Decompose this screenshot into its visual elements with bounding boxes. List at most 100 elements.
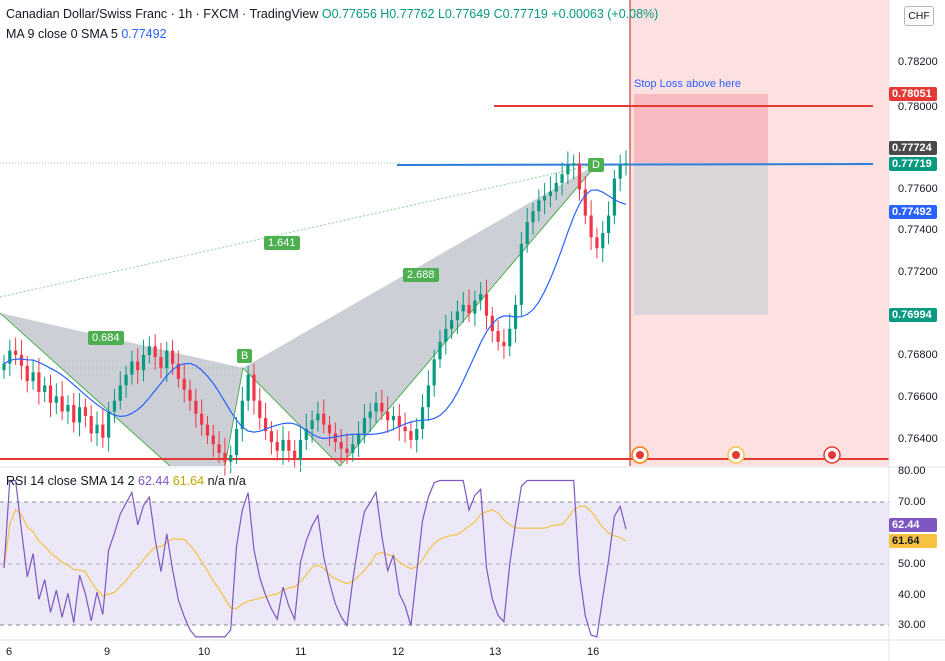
candle-body bbox=[397, 415, 401, 427]
rsi-tick: 80.00 bbox=[898, 465, 926, 477]
candle-body bbox=[170, 350, 175, 364]
time-tick: 13 bbox=[489, 646, 502, 658]
candle-body bbox=[101, 424, 105, 438]
rsi-value: 62.44 bbox=[138, 474, 170, 488]
candle-body bbox=[601, 233, 605, 249]
candle-body bbox=[624, 163, 628, 166]
ma-legend[interactable]: MA 9 close 0 SMA 5 0.77492 bbox=[6, 27, 167, 41]
candle-body bbox=[293, 450, 297, 460]
candle-body bbox=[403, 426, 407, 432]
price-tick: 0.76600 bbox=[898, 391, 938, 403]
price-tick: 0.77200 bbox=[898, 266, 938, 278]
take-profit-zone[interactable] bbox=[634, 163, 768, 315]
candle-body bbox=[263, 418, 268, 432]
candle-body bbox=[153, 346, 157, 358]
candle-body bbox=[77, 407, 82, 423]
candle-body bbox=[31, 372, 35, 382]
candle-body bbox=[8, 350, 12, 364]
target-price-label: 0.76994 bbox=[889, 308, 937, 322]
rsi-tick: 30.00 bbox=[898, 619, 926, 631]
stop-price-label: 0.78051 bbox=[889, 87, 937, 101]
candle-body bbox=[188, 389, 192, 401]
candle-body bbox=[351, 444, 355, 453]
time-tick: 11 bbox=[295, 646, 307, 658]
candle-body bbox=[240, 400, 244, 429]
candle-body bbox=[258, 400, 262, 419]
ohlc-close: C0.77719 bbox=[493, 7, 548, 21]
price-tick: 0.76400 bbox=[898, 433, 938, 445]
candle-body bbox=[200, 413, 204, 425]
price-tick: 0.78200 bbox=[898, 56, 938, 68]
candle-body bbox=[304, 428, 308, 440]
candle-body bbox=[380, 402, 384, 412]
time-tick: 6 bbox=[6, 646, 13, 658]
candle-body bbox=[484, 293, 489, 316]
candle-body bbox=[281, 439, 285, 451]
candle-body bbox=[612, 178, 616, 216]
ohlc-low: L0.77649 bbox=[437, 7, 491, 21]
candle-body bbox=[176, 363, 180, 379]
candle-body bbox=[566, 165, 570, 175]
candle-body bbox=[467, 304, 471, 314]
candle-body bbox=[502, 341, 506, 347]
candle-body bbox=[66, 405, 70, 412]
time-tick: 10 bbox=[198, 646, 211, 658]
candle-body bbox=[438, 341, 442, 360]
candle-body bbox=[333, 433, 337, 443]
candle-body bbox=[83, 407, 87, 416]
candle-body bbox=[159, 357, 163, 369]
current-price-label: 0.77719 bbox=[889, 157, 937, 171]
candle-body bbox=[496, 330, 500, 342]
time-tick: 12 bbox=[392, 646, 405, 658]
candle-body bbox=[595, 237, 599, 249]
candle-body bbox=[577, 163, 582, 190]
candle-body bbox=[415, 428, 419, 440]
candle-body bbox=[554, 182, 558, 192]
candle-body bbox=[548, 191, 553, 196]
pattern-label-cd: 2.688 bbox=[403, 268, 439, 282]
candle-body bbox=[54, 396, 58, 403]
time-tick: 16 bbox=[587, 646, 600, 658]
currency-button[interactable]: CHF bbox=[904, 6, 934, 26]
candle-body bbox=[455, 311, 460, 321]
pattern-label-bd: 1.641 bbox=[264, 236, 300, 250]
candle-body bbox=[391, 415, 396, 421]
rsi-tick: 50.00 bbox=[898, 558, 926, 570]
candle-body bbox=[107, 411, 111, 438]
candle-body bbox=[275, 442, 279, 451]
stop-loss-zone[interactable] bbox=[634, 94, 768, 163]
rsi-band bbox=[0, 502, 889, 625]
candle-body bbox=[310, 420, 314, 429]
candle-body bbox=[339, 442, 343, 449]
candle-body bbox=[118, 385, 122, 401]
ma-label: MA 9 close 0 SMA 5 bbox=[6, 27, 118, 41]
candle-body bbox=[112, 400, 117, 412]
harmonic-pattern[interactable] bbox=[0, 162, 598, 467]
candle-body bbox=[368, 411, 372, 419]
candle-body bbox=[234, 428, 239, 456]
candle-body bbox=[461, 304, 465, 312]
candle-body bbox=[205, 424, 210, 436]
pattern-label-d: D bbox=[588, 158, 604, 172]
ohlc-open: O0.77656 bbox=[321, 7, 377, 21]
candle-body bbox=[409, 431, 413, 440]
candle-body bbox=[72, 405, 76, 423]
rsi-legend[interactable]: RSI 14 close SMA 14 2 62.44 61.64 n/a n/… bbox=[6, 474, 246, 488]
price-tick: 0.77600 bbox=[898, 183, 938, 195]
candle-body bbox=[543, 195, 547, 201]
candle-body bbox=[287, 439, 291, 451]
symbol-title[interactable]: Canadian Dollar/Swiss Franc · 1h · FXCM … bbox=[6, 7, 319, 21]
price-tick: 0.76800 bbox=[898, 349, 938, 361]
candle-body bbox=[560, 174, 564, 183]
entry-line[interactable] bbox=[396, 163, 874, 166]
candle-body bbox=[194, 400, 198, 414]
economic-event-icons[interactable] bbox=[631, 446, 841, 464]
candle-body bbox=[450, 320, 454, 329]
rsi-sma-line bbox=[3, 505, 627, 610]
candle-body bbox=[589, 215, 593, 238]
candle-body bbox=[606, 215, 611, 233]
candle-body bbox=[252, 374, 256, 401]
candle-body bbox=[345, 448, 349, 453]
candle-body bbox=[269, 431, 274, 443]
